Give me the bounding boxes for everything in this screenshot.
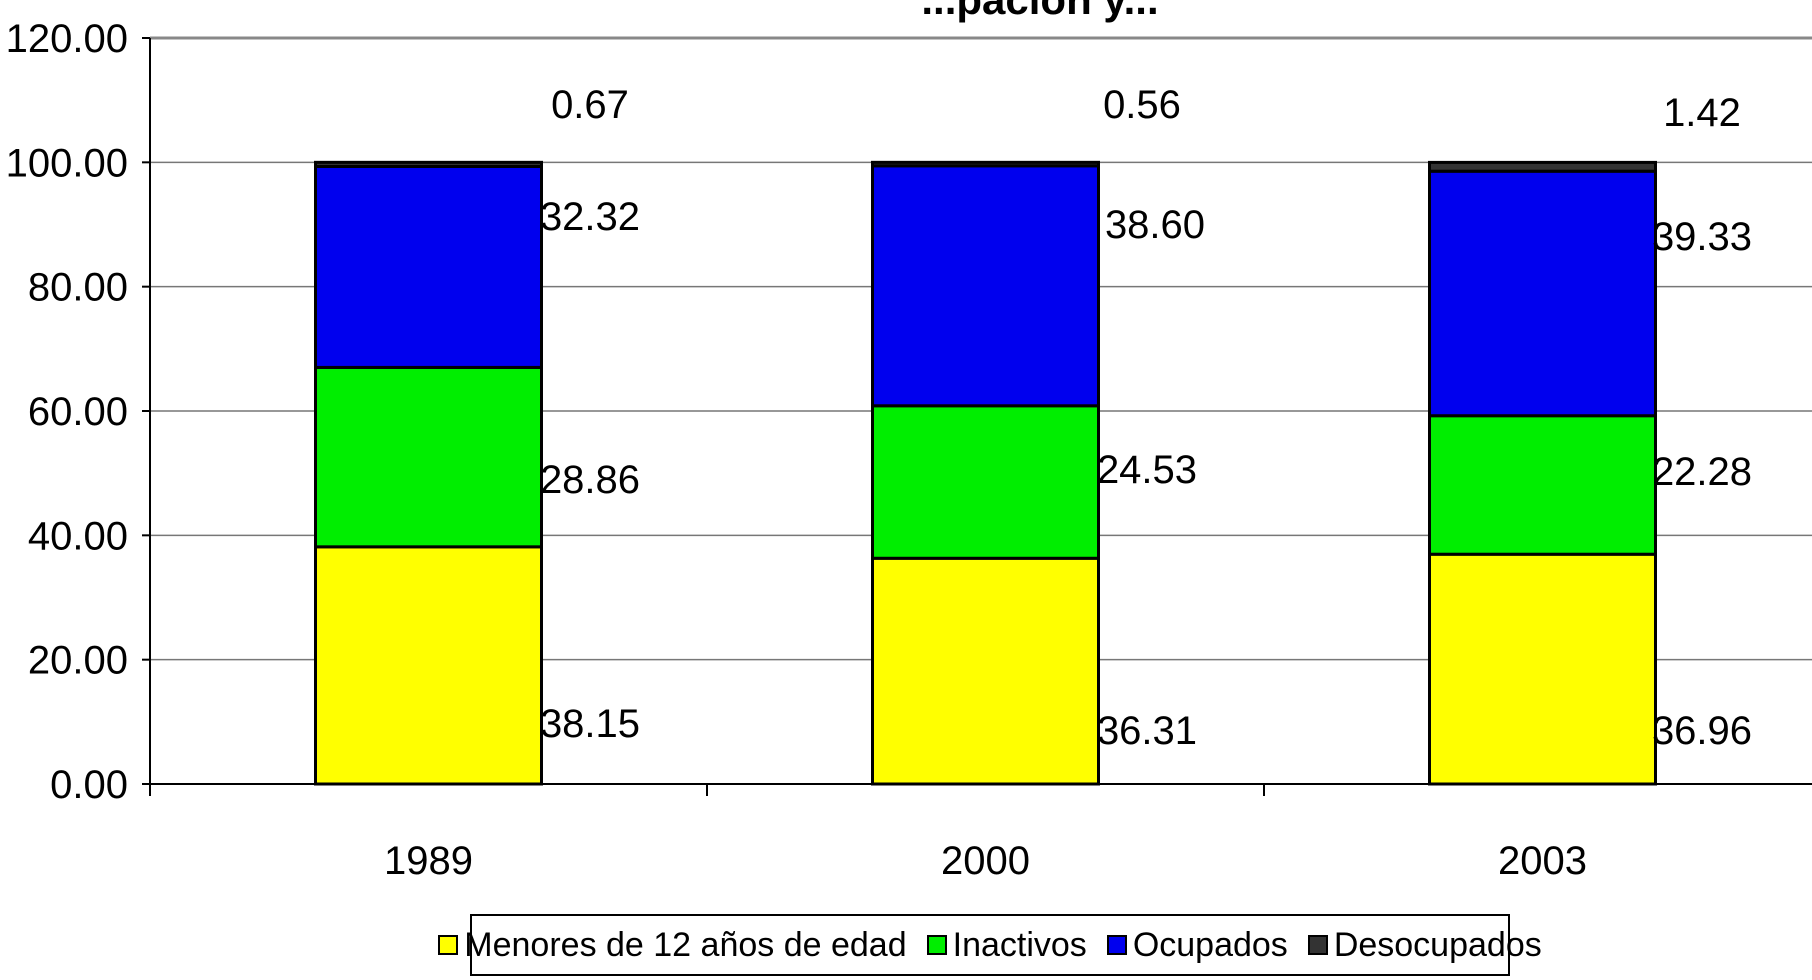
y-tick-label: 20.00 — [28, 639, 128, 683]
data-label: 38.15 — [540, 702, 640, 746]
y-tick-label: 80.00 — [28, 266, 128, 310]
legend-label: Ocupados — [1132, 925, 1288, 964]
bar-segment — [314, 545, 543, 786]
x-tick-label: 1989 — [384, 839, 473, 883]
legend-swatch — [926, 935, 947, 955]
data-label: 28.86 — [540, 458, 640, 502]
data-label: 24.53 — [1097, 448, 1197, 492]
x-tick-label: 2000 — [941, 839, 1030, 883]
x-tick-label: 2003 — [1498, 839, 1587, 883]
legend-item: Menores de 12 años de edad — [438, 925, 907, 965]
bar-segment — [871, 164, 1100, 408]
y-tick-label: 100.00 — [6, 141, 128, 185]
y-tick-label: 60.00 — [28, 390, 128, 434]
bar-segment — [1428, 414, 1657, 556]
data-label: 39.33 — [1652, 215, 1752, 259]
legend-item: Inactivos — [926, 925, 1087, 965]
bar-segment — [871, 404, 1100, 560]
bar-segment — [314, 365, 543, 549]
y-tick-label: 120.00 — [6, 17, 128, 61]
data-label: 22.28 — [1652, 450, 1752, 494]
bar-segment — [871, 160, 1100, 168]
bar-segment — [314, 164, 543, 369]
chart-title: ...pación y... — [921, 0, 1158, 23]
bar-segment — [1428, 160, 1657, 173]
data-label: 36.31 — [1097, 709, 1197, 753]
legend-swatch — [1307, 935, 1328, 955]
data-labels: 38.15 36.31 36.96 28.86 24.53 22.28 32.32 38.60… — [540, 83, 1752, 753]
bar-segment — [314, 160, 543, 168]
legend-swatch — [1106, 935, 1127, 955]
legend-label: Inactivos — [952, 925, 1087, 964]
bar-segment — [1428, 552, 1657, 786]
bar-segment — [871, 556, 1100, 786]
data-label: 1.42 — [1663, 91, 1741, 135]
y-tick-label: 40.00 — [28, 514, 128, 558]
data-label: 32.32 — [540, 195, 640, 239]
data-label: 38.60 — [1105, 203, 1205, 247]
legend-item: Desocupados — [1307, 925, 1542, 965]
y-tick-label: 0.00 — [50, 763, 128, 807]
axes: 0.00 20.00 40.00 60.00 80.00 100.00 120.00 1989… — [6, 17, 1812, 883]
legend-swatch — [438, 935, 459, 955]
legend: Menores de 12 años de edad Inactivos Ocupa… — [438, 914, 1542, 976]
data-label: 0.56 — [1103, 83, 1181, 127]
legend-label: Menores de 12 años de edad — [464, 925, 907, 964]
bar-segment — [1428, 169, 1657, 418]
data-label: 0.67 — [551, 83, 629, 127]
data-label: 36.96 — [1652, 709, 1752, 753]
legend-label: Desocupados — [1333, 925, 1542, 964]
bars — [314, 160, 1657, 786]
legend-item: Ocupados — [1106, 925, 1288, 965]
